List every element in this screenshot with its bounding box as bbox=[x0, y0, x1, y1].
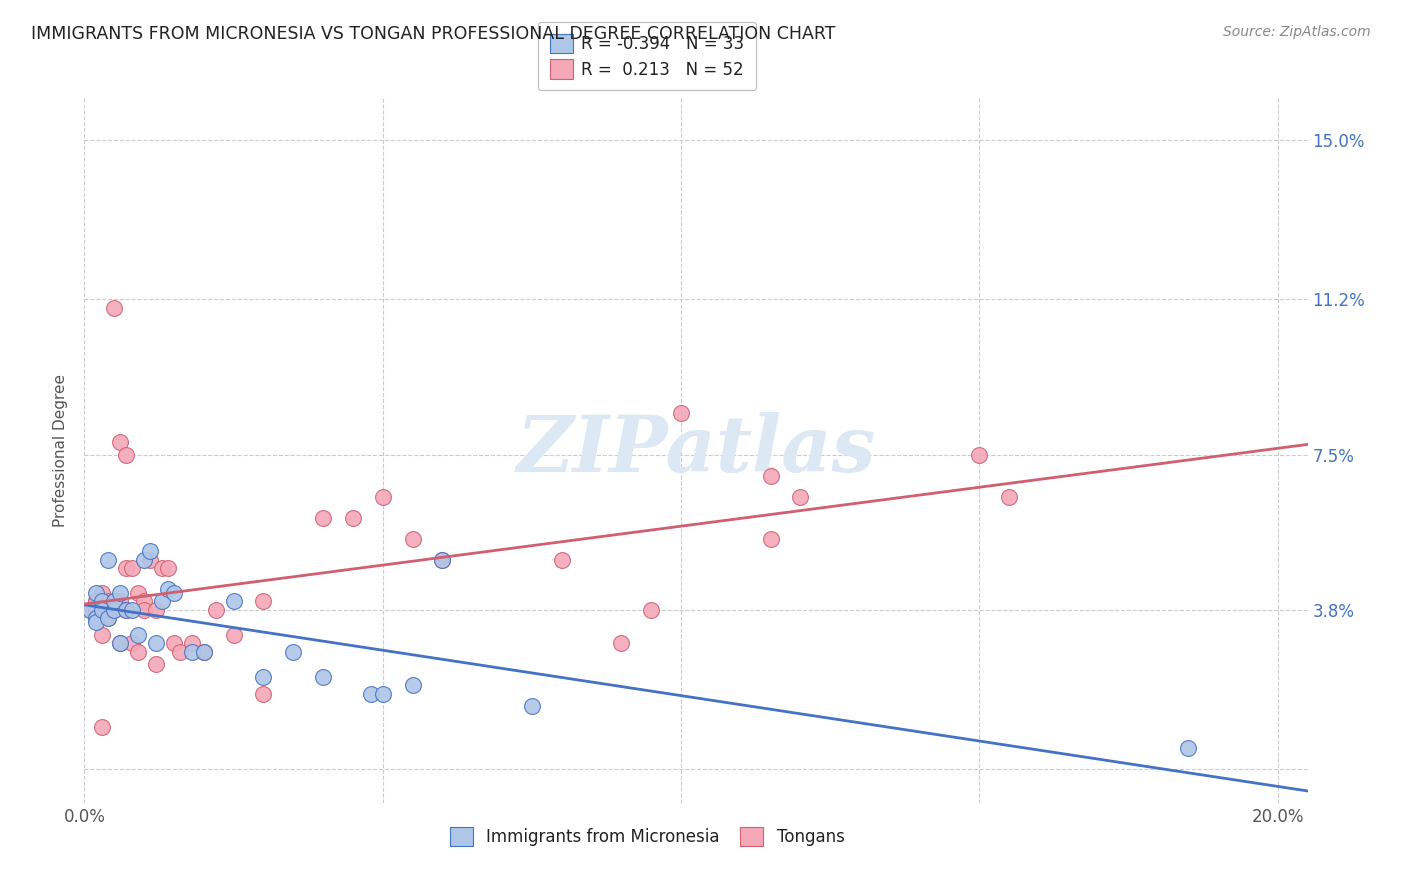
Point bbox=[371, 687, 394, 701]
Point bbox=[150, 561, 173, 575]
Point bbox=[401, 678, 423, 692]
Point bbox=[551, 552, 574, 566]
Point bbox=[156, 582, 179, 596]
Legend: Immigrants from Micronesia, Tongans: Immigrants from Micronesia, Tongans bbox=[439, 815, 856, 858]
Point bbox=[145, 603, 167, 617]
Point bbox=[252, 670, 274, 684]
Point bbox=[360, 687, 382, 701]
Point bbox=[97, 611, 120, 625]
Point bbox=[139, 552, 162, 566]
Point bbox=[121, 603, 143, 617]
Point bbox=[283, 645, 305, 659]
Point bbox=[180, 636, 202, 650]
Point bbox=[121, 561, 143, 575]
Point bbox=[998, 490, 1021, 504]
Point bbox=[115, 603, 138, 617]
Point bbox=[145, 657, 167, 672]
Point bbox=[520, 699, 543, 714]
Point bbox=[97, 611, 120, 625]
Text: Source: ZipAtlas.com: Source: ZipAtlas.com bbox=[1223, 25, 1371, 39]
Point bbox=[79, 603, 101, 617]
Point bbox=[789, 490, 811, 504]
Point bbox=[84, 615, 107, 630]
Text: ZIPatlas: ZIPatlas bbox=[516, 412, 876, 489]
Point bbox=[127, 586, 149, 600]
Point bbox=[432, 552, 454, 566]
Point bbox=[1177, 741, 1199, 756]
Point bbox=[169, 645, 191, 659]
Point bbox=[84, 603, 107, 617]
Point bbox=[640, 603, 662, 617]
Point bbox=[193, 645, 215, 659]
Text: IMMIGRANTS FROM MICRONESIA VS TONGAN PROFESSIONAL DEGREE CORRELATION CHART: IMMIGRANTS FROM MICRONESIA VS TONGAN PRO… bbox=[31, 25, 835, 43]
Point bbox=[139, 544, 162, 558]
Point bbox=[204, 603, 226, 617]
Point bbox=[115, 603, 138, 617]
Point bbox=[103, 594, 125, 608]
Point bbox=[108, 586, 131, 600]
Point bbox=[432, 552, 454, 566]
Point bbox=[91, 628, 114, 642]
Point bbox=[127, 628, 149, 642]
Point bbox=[91, 594, 114, 608]
Point bbox=[252, 687, 274, 701]
Point bbox=[127, 645, 149, 659]
Point bbox=[371, 490, 394, 504]
Point bbox=[115, 561, 138, 575]
Point bbox=[312, 510, 335, 524]
Point bbox=[91, 603, 114, 617]
Point bbox=[759, 532, 782, 546]
Point bbox=[121, 636, 143, 650]
Point bbox=[252, 594, 274, 608]
Point bbox=[103, 603, 125, 617]
Point bbox=[103, 301, 125, 315]
Point bbox=[108, 636, 131, 650]
Point bbox=[103, 594, 125, 608]
Point bbox=[163, 586, 186, 600]
Point bbox=[156, 561, 179, 575]
Y-axis label: Professional Degree: Professional Degree bbox=[53, 374, 69, 527]
Point bbox=[342, 510, 364, 524]
Point bbox=[108, 435, 131, 450]
Point bbox=[759, 468, 782, 483]
Point bbox=[97, 594, 120, 608]
Point bbox=[84, 594, 107, 608]
Point bbox=[312, 670, 335, 684]
Point bbox=[84, 611, 107, 625]
Point bbox=[84, 594, 107, 608]
Point bbox=[150, 594, 173, 608]
Point bbox=[91, 603, 114, 617]
Point bbox=[222, 628, 245, 642]
Point bbox=[163, 636, 186, 650]
Point bbox=[669, 406, 692, 420]
Point bbox=[79, 603, 101, 617]
Point bbox=[108, 636, 131, 650]
Point bbox=[91, 720, 114, 734]
Point bbox=[91, 586, 114, 600]
Point bbox=[222, 594, 245, 608]
Point bbox=[180, 645, 202, 659]
Point bbox=[108, 594, 131, 608]
Point bbox=[610, 636, 633, 650]
Point bbox=[132, 552, 155, 566]
Point bbox=[132, 594, 155, 608]
Point bbox=[401, 532, 423, 546]
Point bbox=[145, 636, 167, 650]
Point bbox=[969, 448, 991, 462]
Point bbox=[97, 552, 120, 566]
Point bbox=[193, 645, 215, 659]
Point bbox=[132, 603, 155, 617]
Point bbox=[115, 448, 138, 462]
Point bbox=[103, 603, 125, 617]
Point bbox=[84, 586, 107, 600]
